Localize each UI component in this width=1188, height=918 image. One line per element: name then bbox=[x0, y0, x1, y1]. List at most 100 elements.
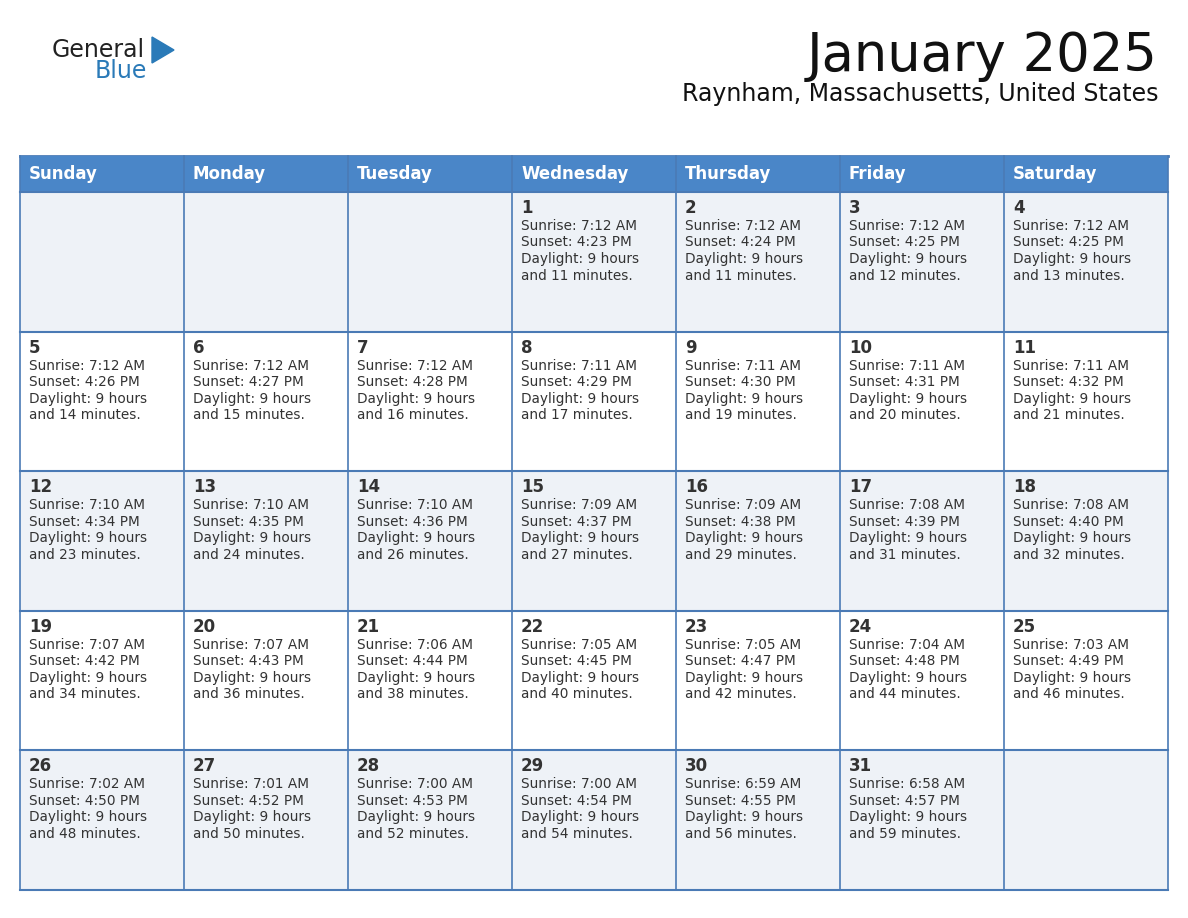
Text: 30: 30 bbox=[685, 757, 708, 776]
Text: and 17 minutes.: and 17 minutes. bbox=[522, 409, 633, 422]
Text: Daylight: 9 hours: Daylight: 9 hours bbox=[685, 392, 803, 406]
Text: 22: 22 bbox=[522, 618, 544, 636]
Text: and 11 minutes.: and 11 minutes. bbox=[522, 268, 633, 283]
Text: Daylight: 9 hours: Daylight: 9 hours bbox=[849, 252, 967, 266]
Text: and 21 minutes.: and 21 minutes. bbox=[1013, 409, 1125, 422]
Text: Sunrise: 7:08 AM: Sunrise: 7:08 AM bbox=[849, 498, 965, 512]
Text: Daylight: 9 hours: Daylight: 9 hours bbox=[192, 811, 311, 824]
Text: Raynham, Massachusetts, United States: Raynham, Massachusetts, United States bbox=[682, 82, 1158, 106]
Text: Sunset: 4:55 PM: Sunset: 4:55 PM bbox=[685, 794, 796, 808]
Text: 28: 28 bbox=[358, 757, 380, 776]
Text: Sunrise: 7:01 AM: Sunrise: 7:01 AM bbox=[192, 778, 309, 791]
Text: Sunset: 4:49 PM: Sunset: 4:49 PM bbox=[1013, 655, 1124, 668]
Text: Monday: Monday bbox=[192, 165, 266, 183]
Text: Sunset: 4:23 PM: Sunset: 4:23 PM bbox=[522, 236, 632, 250]
Text: Daylight: 9 hours: Daylight: 9 hours bbox=[522, 392, 639, 406]
Text: 15: 15 bbox=[522, 478, 544, 497]
Text: and 59 minutes.: and 59 minutes. bbox=[849, 827, 961, 841]
Text: 6: 6 bbox=[192, 339, 204, 356]
Text: Sunset: 4:31 PM: Sunset: 4:31 PM bbox=[849, 375, 960, 389]
Text: Sunset: 4:24 PM: Sunset: 4:24 PM bbox=[685, 236, 796, 250]
Text: 16: 16 bbox=[685, 478, 708, 497]
Text: Blue: Blue bbox=[95, 59, 147, 83]
Text: and 52 minutes.: and 52 minutes. bbox=[358, 827, 469, 841]
Polygon shape bbox=[152, 37, 173, 63]
Text: and 32 minutes.: and 32 minutes. bbox=[1013, 548, 1125, 562]
Text: Daylight: 9 hours: Daylight: 9 hours bbox=[1013, 532, 1131, 545]
Text: Sunrise: 7:11 AM: Sunrise: 7:11 AM bbox=[522, 359, 637, 373]
Text: Sunset: 4:27 PM: Sunset: 4:27 PM bbox=[192, 375, 304, 389]
Text: Sunrise: 7:11 AM: Sunrise: 7:11 AM bbox=[849, 359, 965, 373]
Text: Sunrise: 7:05 AM: Sunrise: 7:05 AM bbox=[522, 638, 637, 652]
Text: and 36 minutes.: and 36 minutes. bbox=[192, 688, 305, 701]
Text: Sunset: 4:52 PM: Sunset: 4:52 PM bbox=[192, 794, 304, 808]
Text: Daylight: 9 hours: Daylight: 9 hours bbox=[29, 392, 147, 406]
Text: Daylight: 9 hours: Daylight: 9 hours bbox=[1013, 392, 1131, 406]
Text: 11: 11 bbox=[1013, 339, 1036, 356]
Text: Thursday: Thursday bbox=[685, 165, 771, 183]
Text: and 19 minutes.: and 19 minutes. bbox=[685, 409, 797, 422]
Text: and 42 minutes.: and 42 minutes. bbox=[685, 688, 797, 701]
Text: Sunset: 4:48 PM: Sunset: 4:48 PM bbox=[849, 655, 960, 668]
Text: 21: 21 bbox=[358, 618, 380, 636]
Text: Sunrise: 7:02 AM: Sunrise: 7:02 AM bbox=[29, 778, 145, 791]
Text: Sunset: 4:57 PM: Sunset: 4:57 PM bbox=[849, 794, 960, 808]
Text: and 16 minutes.: and 16 minutes. bbox=[358, 409, 469, 422]
Text: and 14 minutes.: and 14 minutes. bbox=[29, 409, 140, 422]
Text: 23: 23 bbox=[685, 618, 708, 636]
Text: and 46 minutes.: and 46 minutes. bbox=[1013, 688, 1125, 701]
Text: 26: 26 bbox=[29, 757, 52, 776]
Text: Daylight: 9 hours: Daylight: 9 hours bbox=[358, 811, 475, 824]
Text: Daylight: 9 hours: Daylight: 9 hours bbox=[29, 811, 147, 824]
Text: Daylight: 9 hours: Daylight: 9 hours bbox=[522, 811, 639, 824]
Text: Sunrise: 7:00 AM: Sunrise: 7:00 AM bbox=[522, 778, 637, 791]
Text: and 38 minutes.: and 38 minutes. bbox=[358, 688, 469, 701]
Text: Sunrise: 7:09 AM: Sunrise: 7:09 AM bbox=[685, 498, 801, 512]
Text: Sunrise: 7:04 AM: Sunrise: 7:04 AM bbox=[849, 638, 965, 652]
Text: 5: 5 bbox=[29, 339, 40, 356]
Text: Sunset: 4:26 PM: Sunset: 4:26 PM bbox=[29, 375, 140, 389]
Text: 3: 3 bbox=[849, 199, 860, 217]
Text: Saturday: Saturday bbox=[1013, 165, 1098, 183]
Text: Sunrise: 7:12 AM: Sunrise: 7:12 AM bbox=[522, 219, 637, 233]
Text: Daylight: 9 hours: Daylight: 9 hours bbox=[358, 392, 475, 406]
Text: Daylight: 9 hours: Daylight: 9 hours bbox=[522, 252, 639, 266]
Text: Sunset: 4:45 PM: Sunset: 4:45 PM bbox=[522, 655, 632, 668]
Text: 18: 18 bbox=[1013, 478, 1036, 497]
Text: Daylight: 9 hours: Daylight: 9 hours bbox=[849, 811, 967, 824]
Text: Daylight: 9 hours: Daylight: 9 hours bbox=[358, 532, 475, 545]
Text: and 12 minutes.: and 12 minutes. bbox=[849, 268, 961, 283]
Text: and 11 minutes.: and 11 minutes. bbox=[685, 268, 797, 283]
Text: and 27 minutes.: and 27 minutes. bbox=[522, 548, 633, 562]
Text: Sunset: 4:32 PM: Sunset: 4:32 PM bbox=[1013, 375, 1124, 389]
Text: Sunset: 4:37 PM: Sunset: 4:37 PM bbox=[522, 515, 632, 529]
Text: Wednesday: Wednesday bbox=[522, 165, 628, 183]
Text: and 34 minutes.: and 34 minutes. bbox=[29, 688, 140, 701]
Text: Sunset: 4:30 PM: Sunset: 4:30 PM bbox=[685, 375, 796, 389]
Text: and 48 minutes.: and 48 minutes. bbox=[29, 827, 140, 841]
Text: Sunset: 4:39 PM: Sunset: 4:39 PM bbox=[849, 515, 960, 529]
Text: Sunrise: 7:07 AM: Sunrise: 7:07 AM bbox=[29, 638, 145, 652]
Text: 20: 20 bbox=[192, 618, 216, 636]
Bar bbox=[20, 192, 1168, 331]
Text: 19: 19 bbox=[29, 618, 52, 636]
Text: Daylight: 9 hours: Daylight: 9 hours bbox=[685, 532, 803, 545]
Text: and 24 minutes.: and 24 minutes. bbox=[192, 548, 305, 562]
Text: and 26 minutes.: and 26 minutes. bbox=[358, 548, 469, 562]
Text: 29: 29 bbox=[522, 757, 544, 776]
Text: Sunset: 4:35 PM: Sunset: 4:35 PM bbox=[192, 515, 304, 529]
Text: Sunset: 4:53 PM: Sunset: 4:53 PM bbox=[358, 794, 468, 808]
Text: Daylight: 9 hours: Daylight: 9 hours bbox=[192, 392, 311, 406]
Text: Daylight: 9 hours: Daylight: 9 hours bbox=[522, 532, 639, 545]
Text: Sunset: 4:47 PM: Sunset: 4:47 PM bbox=[685, 655, 796, 668]
Text: and 23 minutes.: and 23 minutes. bbox=[29, 548, 140, 562]
Text: Friday: Friday bbox=[849, 165, 906, 183]
Text: Sunrise: 7:05 AM: Sunrise: 7:05 AM bbox=[685, 638, 801, 652]
Text: 12: 12 bbox=[29, 478, 52, 497]
Text: Sunrise: 7:11 AM: Sunrise: 7:11 AM bbox=[1013, 359, 1129, 373]
Text: and 56 minutes.: and 56 minutes. bbox=[685, 827, 797, 841]
Text: 2: 2 bbox=[685, 199, 696, 217]
Text: and 29 minutes.: and 29 minutes. bbox=[685, 548, 797, 562]
Text: Sunset: 4:29 PM: Sunset: 4:29 PM bbox=[522, 375, 632, 389]
Text: General: General bbox=[52, 38, 145, 62]
